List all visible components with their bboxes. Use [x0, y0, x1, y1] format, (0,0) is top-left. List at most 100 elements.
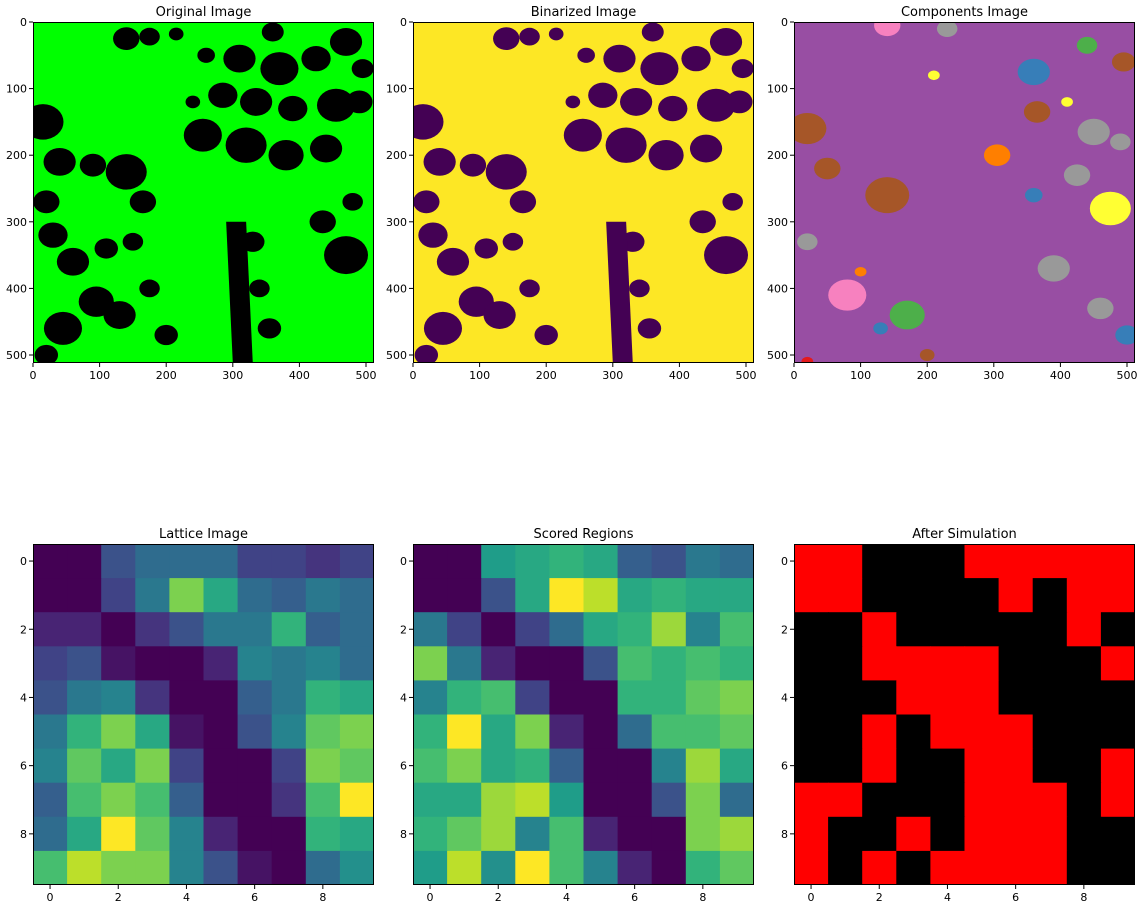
heatmap-cell	[896, 680, 931, 716]
heatmap-cell	[135, 850, 170, 885]
heatmap-cell	[203, 680, 239, 716]
heatmap-cell	[794, 850, 829, 885]
image-region	[239, 88, 273, 116]
heatmap-cell	[447, 850, 482, 885]
heatmap-cell	[930, 544, 966, 579]
image-region	[704, 236, 749, 275]
heatmap-cell	[135, 748, 170, 784]
heatmap-cell	[964, 748, 1000, 784]
heatmap-cell	[515, 782, 550, 818]
heatmap-cell	[481, 544, 516, 579]
image-region	[105, 154, 147, 190]
heatmap-cell	[169, 782, 205, 818]
heatmap-cell	[964, 578, 1000, 613]
image-region	[423, 147, 456, 176]
heatmap-cell	[33, 680, 68, 716]
heatmap-cell	[719, 816, 754, 852]
y-tick-label: 0	[400, 16, 407, 29]
heatmap-cell	[896, 544, 931, 579]
axes-frame	[794, 544, 1135, 885]
heatmap-cell	[413, 680, 448, 716]
x-tick-label: 0	[47, 891, 54, 904]
y-tick-label: 8	[20, 828, 27, 841]
heatmap-cell	[998, 680, 1034, 716]
heatmap-cell	[305, 816, 341, 852]
heatmap-cell	[930, 578, 966, 613]
heatmap-cell	[583, 680, 619, 716]
heatmap-cell	[67, 782, 102, 818]
component-region	[865, 177, 910, 214]
heatmap-cell	[685, 850, 721, 885]
plot-area	[33, 22, 374, 363]
heatmap-cell	[339, 816, 374, 852]
y-tick-label: 0	[20, 555, 27, 568]
y-tick-label: 500	[6, 349, 27, 362]
heatmap-cell	[862, 544, 897, 579]
heatmap-cell	[481, 782, 516, 818]
heatmap-cell	[549, 782, 585, 818]
y-tick-label: 2	[20, 623, 27, 636]
heatmap-cell	[685, 578, 721, 613]
heatmap-cell	[896, 578, 931, 613]
heatmap-cell	[719, 850, 754, 885]
x-tick-label: 8	[699, 891, 706, 904]
heatmap-cell	[998, 646, 1034, 681]
heatmap-cell	[930, 612, 966, 647]
heatmap-cell	[1100, 850, 1135, 885]
image-region	[122, 232, 144, 251]
component-region	[1077, 118, 1110, 146]
heatmap-cell	[101, 612, 136, 647]
heatmap-cell	[828, 646, 863, 681]
heatmap-cell	[719, 782, 754, 818]
heatmap-cell	[583, 612, 619, 647]
image-region	[208, 82, 238, 108]
heatmap-cell	[651, 612, 687, 647]
y-tick-label: 200	[767, 149, 788, 162]
x-tick-label: 300	[983, 369, 1004, 382]
heatmap-cell	[583, 816, 619, 852]
heatmap-cell	[237, 850, 273, 885]
image-region	[168, 27, 184, 41]
heatmap-cell	[447, 646, 482, 681]
heatmap-cell	[794, 680, 829, 716]
heatmap-cell	[1032, 612, 1068, 647]
heatmap-cell	[964, 816, 1000, 852]
y-tick-label: 4	[400, 691, 407, 704]
heatmap-cell	[617, 816, 653, 852]
heatmap-cell	[271, 782, 307, 818]
heatmap-cell	[549, 714, 585, 750]
heatmap-cell	[135, 646, 170, 681]
plot-area	[413, 22, 754, 363]
heatmap-cell	[896, 850, 931, 885]
image-region	[113, 27, 140, 51]
x-tick-label: 500	[1117, 369, 1138, 382]
image-region	[731, 59, 754, 79]
heatmap-cell	[549, 578, 585, 613]
heatmap-cell	[481, 850, 516, 885]
image-region	[223, 44, 256, 73]
heatmap-cell	[135, 816, 170, 852]
y-tick-label: 400	[386, 282, 407, 295]
heatmap-cell	[583, 544, 619, 579]
image-region	[38, 222, 68, 248]
heatmap-cell	[67, 850, 102, 885]
heatmap-cell	[447, 578, 482, 613]
image-region	[534, 324, 558, 346]
heatmap-cell	[651, 646, 687, 681]
heatmap-cell	[237, 646, 273, 681]
heatmap-cell	[685, 714, 721, 750]
plot-area	[33, 544, 374, 885]
heatmap-cell	[685, 782, 721, 818]
heatmap-cell	[617, 748, 653, 784]
heatmap-cell	[617, 544, 653, 579]
image-region	[129, 190, 157, 214]
component-region	[1087, 297, 1114, 320]
heatmap-cell	[339, 680, 374, 716]
heatmap-cell	[203, 544, 239, 579]
heatmap-cell	[515, 714, 550, 750]
heatmap-cell	[237, 714, 273, 750]
heatmap-cell	[583, 850, 619, 885]
image-region	[619, 88, 653, 116]
heatmap-cell	[305, 612, 341, 647]
component-region	[794, 112, 827, 145]
